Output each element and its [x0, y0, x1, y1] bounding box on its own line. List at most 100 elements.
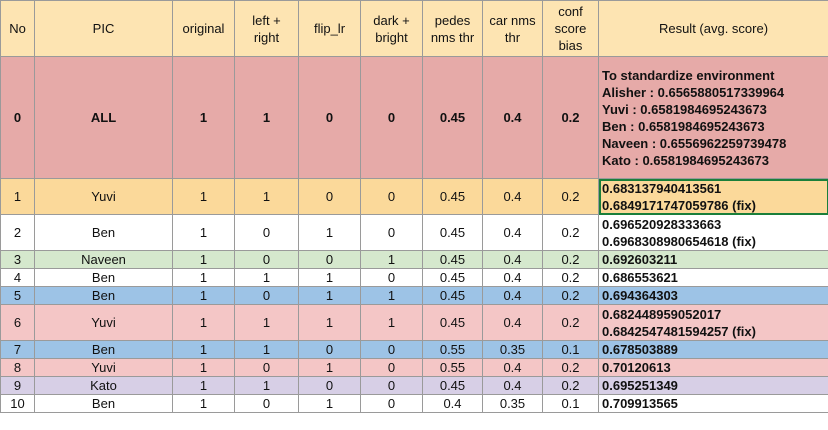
conf-bias-cell[interactable]: 0.2	[542, 304, 599, 341]
dark-bright-cell[interactable]: 0	[360, 358, 423, 377]
left-right-cell[interactable]: 0	[234, 214, 299, 251]
result-cell[interactable]: 0.695251349	[598, 376, 828, 395]
row-no-cell[interactable]: 2	[0, 214, 35, 251]
original-cell[interactable]: 1	[172, 394, 235, 413]
pic-cell[interactable]: Yuvi	[34, 304, 173, 341]
flip-lr-cell[interactable]: 0	[298, 340, 361, 359]
car-nms-cell[interactable]: 0.4	[482, 376, 543, 395]
pedes-nms-cell[interactable]: 0.45	[422, 56, 483, 179]
car-nms-cell[interactable]: 0.4	[482, 358, 543, 377]
row-no-cell[interactable]: 7	[0, 340, 35, 359]
row-no-cell[interactable]: 3	[0, 250, 35, 269]
car-nms-cell[interactable]: 0.4	[482, 250, 543, 269]
flip-lr-cell[interactable]: 0	[298, 178, 361, 215]
original-cell[interactable]: 1	[172, 178, 235, 215]
header-flip-lr[interactable]: flip_lr	[298, 0, 361, 57]
result-cell[interactable]: 0.70120613	[598, 358, 828, 377]
car-nms-cell[interactable]: 0.4	[482, 286, 543, 305]
flip-lr-cell[interactable]: 0	[298, 56, 361, 179]
car-nms-cell[interactable]: 0.35	[482, 340, 543, 359]
flip-lr-cell[interactable]: 1	[298, 214, 361, 251]
dark-bright-cell[interactable]: 0	[360, 394, 423, 413]
original-cell[interactable]: 1	[172, 268, 235, 287]
conf-bias-cell[interactable]: 0.1	[542, 340, 599, 359]
car-nms-cell[interactable]: 0.4	[482, 304, 543, 341]
flip-lr-cell[interactable]: 1	[298, 358, 361, 377]
flip-lr-cell[interactable]: 0	[298, 376, 361, 395]
result-cell[interactable]: To standardize environment Alisher : 0.65…	[598, 56, 828, 179]
original-cell[interactable]: 1	[172, 250, 235, 269]
pedes-nms-cell[interactable]: 0.45	[422, 376, 483, 395]
header-original[interactable]: original	[172, 0, 235, 57]
row-no-cell[interactable]: 0	[0, 56, 35, 179]
row-no-cell[interactable]: 10	[0, 394, 35, 413]
dark-bright-cell[interactable]: 0	[360, 56, 423, 179]
pic-cell[interactable]: Ben	[34, 394, 173, 413]
conf-bias-cell[interactable]: 0.2	[542, 56, 599, 179]
pic-cell[interactable]: ALL	[34, 56, 173, 179]
car-nms-cell[interactable]: 0.4	[482, 178, 543, 215]
conf-bias-cell[interactable]: 0.2	[542, 214, 599, 251]
original-cell[interactable]: 1	[172, 214, 235, 251]
pedes-nms-cell[interactable]: 0.45	[422, 214, 483, 251]
flip-lr-cell[interactable]: 1	[298, 304, 361, 341]
header-left-right[interactable]: left + right	[234, 0, 299, 57]
left-right-cell[interactable]: 1	[234, 56, 299, 179]
pedes-nms-cell[interactable]: 0.55	[422, 340, 483, 359]
left-right-cell[interactable]: 1	[234, 268, 299, 287]
dark-bright-cell[interactable]: 0	[360, 340, 423, 359]
dark-bright-cell[interactable]: 1	[360, 304, 423, 341]
pic-cell[interactable]: Yuvi	[34, 358, 173, 377]
row-no-cell[interactable]: 1	[0, 178, 35, 215]
dark-bright-cell[interactable]: 0	[360, 214, 423, 251]
header-result[interactable]: Result (avg. score)	[598, 0, 828, 57]
conf-bias-cell[interactable]: 0.2	[542, 178, 599, 215]
result-cell[interactable]: 0.678503889	[598, 340, 828, 359]
row-no-cell[interactable]: 6	[0, 304, 35, 341]
dark-bright-cell[interactable]: 0	[360, 178, 423, 215]
flip-lr-cell[interactable]: 0	[298, 250, 361, 269]
left-right-cell[interactable]: 0	[234, 286, 299, 305]
left-right-cell[interactable]: 1	[234, 340, 299, 359]
conf-bias-cell[interactable]: 0.2	[542, 376, 599, 395]
header-pedes-nms[interactable]: pedes nms thr	[422, 0, 483, 57]
conf-bias-cell[interactable]: 0.2	[542, 268, 599, 287]
left-right-cell[interactable]: 1	[234, 178, 299, 215]
result-cell[interactable]: 0.709913565	[598, 394, 828, 413]
header-no[interactable]: No	[0, 0, 35, 57]
result-cell[interactable]: 0.682448959052017 0.6842547481594257 (fix…	[598, 304, 828, 341]
left-right-cell[interactable]: 0	[234, 250, 299, 269]
left-right-cell[interactable]: 0	[234, 394, 299, 413]
pic-cell[interactable]: Naveen	[34, 250, 173, 269]
row-no-cell[interactable]: 8	[0, 358, 35, 377]
pic-cell[interactable]: Ben	[34, 286, 173, 305]
pedes-nms-cell[interactable]: 0.45	[422, 286, 483, 305]
row-no-cell[interactable]: 5	[0, 286, 35, 305]
header-dark-bright[interactable]: dark + bright	[360, 0, 423, 57]
header-car-nms[interactable]: car nms thr	[482, 0, 543, 57]
header-pic[interactable]: PIC	[34, 0, 173, 57]
pedes-nms-cell[interactable]: 0.45	[422, 268, 483, 287]
pedes-nms-cell[interactable]: 0.45	[422, 250, 483, 269]
original-cell[interactable]: 1	[172, 376, 235, 395]
car-nms-cell[interactable]: 0.4	[482, 56, 543, 179]
left-right-cell[interactable]: 0	[234, 358, 299, 377]
original-cell[interactable]: 1	[172, 340, 235, 359]
conf-bias-cell[interactable]: 0.2	[542, 250, 599, 269]
header-conf-bias[interactable]: conf score bias	[542, 0, 599, 57]
dark-bright-cell[interactable]: 1	[360, 250, 423, 269]
dark-bright-cell[interactable]: 0	[360, 376, 423, 395]
result-cell[interactable]: 0.694364303	[598, 286, 828, 305]
pedes-nms-cell[interactable]: 0.4	[422, 394, 483, 413]
car-nms-cell[interactable]: 0.4	[482, 214, 543, 251]
pic-cell[interactable]: Yuvi	[34, 178, 173, 215]
pic-cell[interactable]: Kato	[34, 376, 173, 395]
pic-cell[interactable]: Ben	[34, 340, 173, 359]
original-cell[interactable]: 1	[172, 304, 235, 341]
row-no-cell[interactable]: 9	[0, 376, 35, 395]
result-cell[interactable]: 0.696520928333663 0.6968308980654618 (fix…	[598, 214, 828, 251]
flip-lr-cell[interactable]: 1	[298, 394, 361, 413]
pedes-nms-cell[interactable]: 0.45	[422, 304, 483, 341]
car-nms-cell[interactable]: 0.4	[482, 268, 543, 287]
left-right-cell[interactable]: 1	[234, 376, 299, 395]
